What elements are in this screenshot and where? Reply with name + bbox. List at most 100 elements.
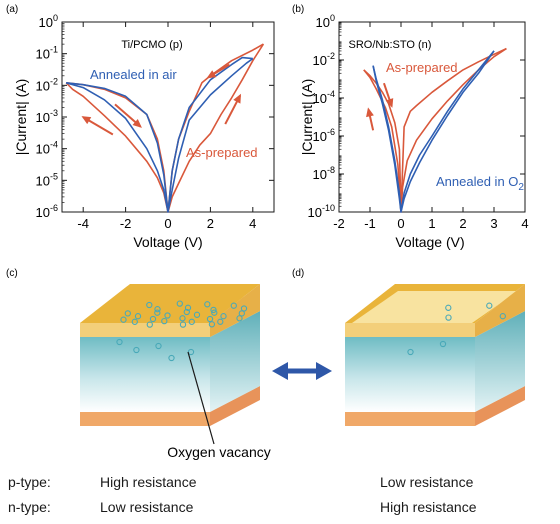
- oxide-front-face: [345, 337, 475, 412]
- oxygen-vacancy-dot: [176, 300, 183, 307]
- panel-label-b: (b): [292, 4, 304, 15]
- x-tick-label: 4: [521, 216, 528, 231]
- y-tick-label: 100: [39, 13, 58, 30]
- x-tick-label: 2: [207, 216, 214, 231]
- iv-curve: [363, 47, 507, 213]
- device-diagram-d: (d): [292, 268, 525, 426]
- oxygen-vacancy-dot: [149, 315, 157, 323]
- row-p-type-left: High resistance: [100, 474, 197, 490]
- iv-curve: [372, 50, 495, 213]
- x-tick-label: -2: [120, 216, 132, 231]
- oxygen-vacancy-dot: [161, 317, 168, 325]
- y-tick-label: 10-4: [313, 89, 335, 106]
- row-p-type-label: p-type:: [8, 474, 51, 490]
- y-tick-label: 10-2: [313, 51, 335, 68]
- y-tick-label: 10-1: [36, 45, 58, 62]
- oxygen-vacancy-dot: [230, 302, 237, 309]
- chart-a-ylabel: |Current| (A): [13, 79, 29, 156]
- oxygen-vacancy-dot: [134, 313, 142, 320]
- y-tick-label: 10-6: [36, 203, 58, 220]
- oxygen-vacancy-dot: [499, 313, 506, 320]
- y-tick-label: 100: [316, 13, 335, 30]
- top-electrode-side-face: [475, 284, 525, 337]
- chart-a-title: Ti/PCMO (p): [121, 39, 182, 51]
- curve-label: Annealed in air: [90, 67, 177, 82]
- sweep-direction-arrow: [383, 82, 394, 108]
- oxygen-vacancy-dot: [179, 315, 186, 322]
- bottom-electrode-front-face: [345, 412, 475, 426]
- curve-label: Annealed in O2: [436, 174, 524, 193]
- oxygen-vacancy-dot: [168, 354, 175, 362]
- y-tick-label: 10-8: [313, 165, 335, 182]
- oxygen-vacancy-dot: [217, 318, 224, 325]
- vacancy-pointer-line: [187, 351, 215, 445]
- sweep-direction-arrow: [366, 107, 375, 131]
- panel-label-c: (c): [6, 268, 18, 279]
- oxygen-vacancy-dot: [120, 316, 127, 323]
- oxygen-vacancy-dot: [184, 304, 192, 311]
- oxygen-vacancy-dot: [116, 338, 123, 346]
- iv-chart-b: (b) SRO/Nb:STO (n) Voltage (V) |Current|…: [292, 4, 529, 250]
- sweep-direction-arrow: [206, 63, 230, 79]
- oxygen-vacancy-dot: [407, 348, 414, 356]
- oxide-front-face: [80, 337, 210, 412]
- bottom-electrode-side-face: [210, 386, 260, 426]
- switching-double-arrow: [272, 362, 332, 380]
- oxygen-vacancy-dot: [183, 308, 190, 316]
- oxygen-vacancy-dot: [179, 321, 187, 328]
- top-electrode-front-face: [80, 323, 210, 337]
- row-n-type-label: n-type:: [8, 499, 51, 515]
- oxygen-vacancy-dot: [486, 302, 493, 309]
- y-tick-label: 10-2: [36, 76, 58, 93]
- oxygen-vacancy-dot: [211, 309, 218, 316]
- oxygen-vacancy-dot: [439, 340, 447, 348]
- oxygen-vacancy-dot: [445, 314, 452, 321]
- chart-b-xlabel: Voltage (V): [395, 234, 464, 250]
- oxygen-vacancy-dot: [188, 318, 195, 325]
- top-electrode-front-face: [345, 323, 475, 337]
- bottom-electrode-front-face: [80, 412, 210, 426]
- panel-label-d: (d): [292, 268, 304, 279]
- oxygen-vacancy-dot: [124, 310, 131, 317]
- sweep-direction-arrow: [81, 116, 114, 136]
- row-p-type-right: Low resistance: [380, 474, 474, 490]
- curve-label: As-prepared: [386, 60, 458, 75]
- iv-curve: [66, 56, 253, 213]
- chart-b-plot-area: -2 -1 0 1 2 3 4 10-10 10-8 10-6 10-4 10-2 100 As-prep…: [308, 13, 529, 231]
- device-diagram-c: (c) Oxygen vacancy: [6, 268, 271, 460]
- x-tick-label: -2: [333, 216, 345, 231]
- oxygen-vacancy-dot: [131, 318, 138, 325]
- oxygen-vacancy-dot: [240, 305, 248, 312]
- oxygen-vacancy-dot: [133, 346, 140, 354]
- oxygen-vacancy-dot: [206, 315, 214, 323]
- oxygen-vacancy-dot: [238, 310, 245, 317]
- x-tick-label: 3: [490, 216, 497, 231]
- oxygen-vacancy-dot: [204, 301, 211, 308]
- bottom-electrode-side-face: [475, 386, 525, 426]
- oxygen-vacancy-label: Oxygen vacancy: [167, 444, 271, 460]
- row-n-type-left: Low resistance: [100, 499, 194, 515]
- y-tick-label: 10-5: [36, 171, 58, 188]
- iv-curve: [372, 50, 495, 213]
- top-electrode-top-face: [352, 291, 518, 323]
- x-tick-label: 1: [428, 216, 435, 231]
- x-tick-label: 4: [249, 216, 256, 231]
- x-tick-label: 0: [397, 216, 404, 231]
- iv-curve: [65, 43, 265, 213]
- sweep-direction-arrow: [114, 103, 142, 128]
- oxygen-vacancy-dot: [154, 309, 161, 316]
- row-n-type-right: High resistance: [380, 499, 477, 515]
- x-tick-label: 2: [459, 216, 466, 231]
- oxygen-vacancy-dot: [210, 306, 217, 314]
- oxide-side-face: [475, 311, 525, 412]
- y-tick-label: 10-3: [36, 108, 58, 125]
- oxygen-vacancy-dot: [146, 321, 153, 328]
- sweep-direction-arrow: [224, 93, 242, 125]
- oxygen-vacancy-dot: [155, 342, 162, 350]
- oxygen-vacancy-dot: [146, 301, 153, 309]
- oxygen-vacancy-cluster: [116, 300, 248, 362]
- oxygen-vacancy-dot: [164, 312, 171, 319]
- oxygen-vacancy-dot: [208, 321, 216, 328]
- y-tick-label: 10-10: [308, 203, 335, 220]
